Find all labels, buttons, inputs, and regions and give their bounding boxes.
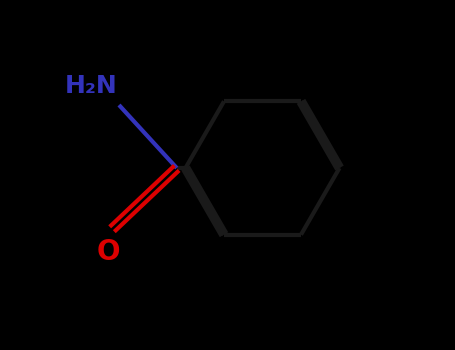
Text: H₂N: H₂N <box>65 74 117 98</box>
Text: O: O <box>97 238 120 266</box>
